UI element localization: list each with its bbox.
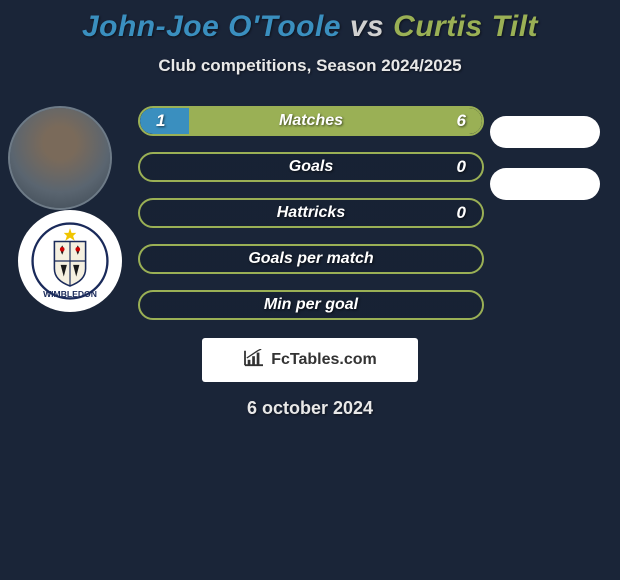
player2-name: Curtis Tilt [393, 10, 538, 43]
stat-label: Goals per match [140, 246, 482, 272]
player1-club-badge: WIMBLEDON [18, 210, 122, 312]
stat-label: Min per goal [140, 292, 482, 318]
player2-club-badge [490, 168, 600, 200]
svg-text:WIMBLEDON: WIMBLEDON [43, 289, 97, 299]
stat-label: Hattricks [140, 200, 482, 226]
stat-bar: 0Hattricks [138, 198, 484, 228]
stat-bar: 16Matches [138, 106, 484, 136]
stat-bar: Goals per match [138, 244, 484, 274]
date-label: 6 october 2024 [0, 398, 620, 419]
comparison-title: John-Joe O'Toole vs Curtis Tilt [0, 0, 620, 44]
stat-label: Matches [140, 108, 482, 134]
subtitle: Club competitions, Season 2024/2025 [0, 56, 620, 76]
vs-label: vs [350, 10, 384, 43]
club-crest-icon: WIMBLEDON [31, 222, 109, 300]
player1-name: John-Joe O'Toole [82, 10, 341, 43]
stats-bars: 16Matches 0Goals 0Hattricks Goals per match… [138, 106, 484, 320]
stat-bar: Min per goal [138, 290, 484, 320]
chart-icon [243, 349, 265, 372]
player1-avatar [8, 106, 112, 210]
brand-text: FcTables.com [271, 351, 377, 369]
brand-badge[interactable]: FcTables.com [202, 338, 418, 382]
player2-avatar [490, 116, 600, 148]
player1-photo [10, 108, 110, 208]
stat-label: Goals [140, 154, 482, 180]
stat-bar: 0Goals [138, 152, 484, 182]
content-area: WIMBLEDON 16Matches 0Goals 0Hattricks Goals… [0, 106, 620, 320]
